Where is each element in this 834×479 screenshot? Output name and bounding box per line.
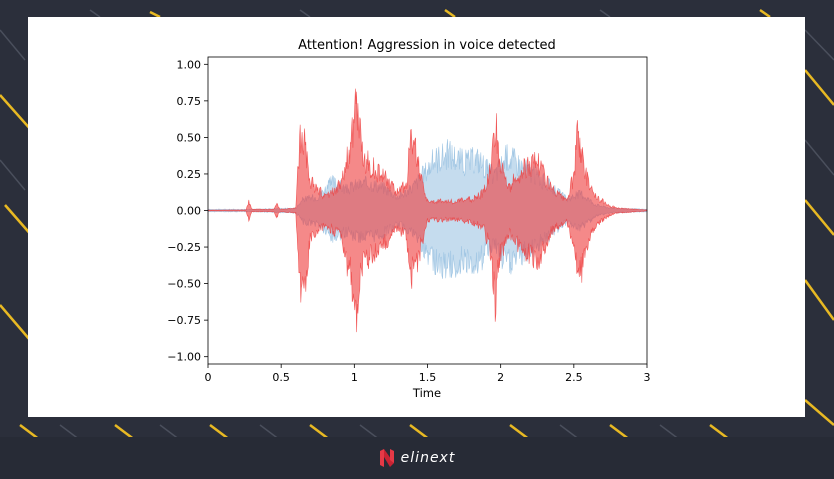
brand-name: elinext [400,450,456,466]
background-stripe [804,399,834,426]
y-tick-label: 0.25 [177,168,202,181]
background-stripe [0,29,26,61]
background-stripe [444,8,456,19]
background-stripe [0,159,26,191]
y-tick-label: 0.50 [177,131,202,144]
x-tick-label: 0.5 [272,371,290,384]
background-stripe [299,9,311,18]
x-tick-label: 1 [351,371,358,384]
background-stripe [804,199,834,236]
x-axis-label: Time [412,386,441,400]
y-tick-label: 1.00 [177,58,202,71]
chart-title: Attention! Aggression in voice detected [298,38,556,53]
chart-card: 0 0.5 1 1.5 2 2.5 3 1.00 0.75 0.50 0.25 0.00 −0.25 −0… [28,17,805,417]
background-stripe [599,9,611,18]
background-stripe [803,279,834,321]
background-stripe [804,139,834,176]
background-stripe [804,69,834,106]
footer-bar: elinext [0,437,834,479]
waveform-chart: 0 0.5 1 1.5 2 2.5 3 1.00 0.75 0.50 0.25 0.00 −0.25 −0… [167,38,651,400]
background-stripe [0,304,31,341]
background-stripe [89,9,101,18]
background-stripe [759,8,771,19]
y-tick-label: −0.50 [167,278,201,291]
y-tick-label: −1.00 [167,351,201,364]
x-tick-label: 1.5 [419,371,437,384]
background-stripe [804,29,834,61]
x-tick-label: 3 [644,371,651,384]
y-tick-label: −0.25 [167,241,201,254]
series-aggression [207,88,648,333]
elinext-logo-icon [379,449,394,467]
x-tick-label: 2 [497,371,504,384]
y-tick-label: 0.00 [177,205,202,218]
y-tick-label: 0.75 [177,95,202,108]
y-tick-label: −0.75 [167,314,201,327]
x-tick-label: 0 [205,371,212,384]
background-stripe [149,10,161,19]
x-tick-label: 2.5 [565,371,583,384]
